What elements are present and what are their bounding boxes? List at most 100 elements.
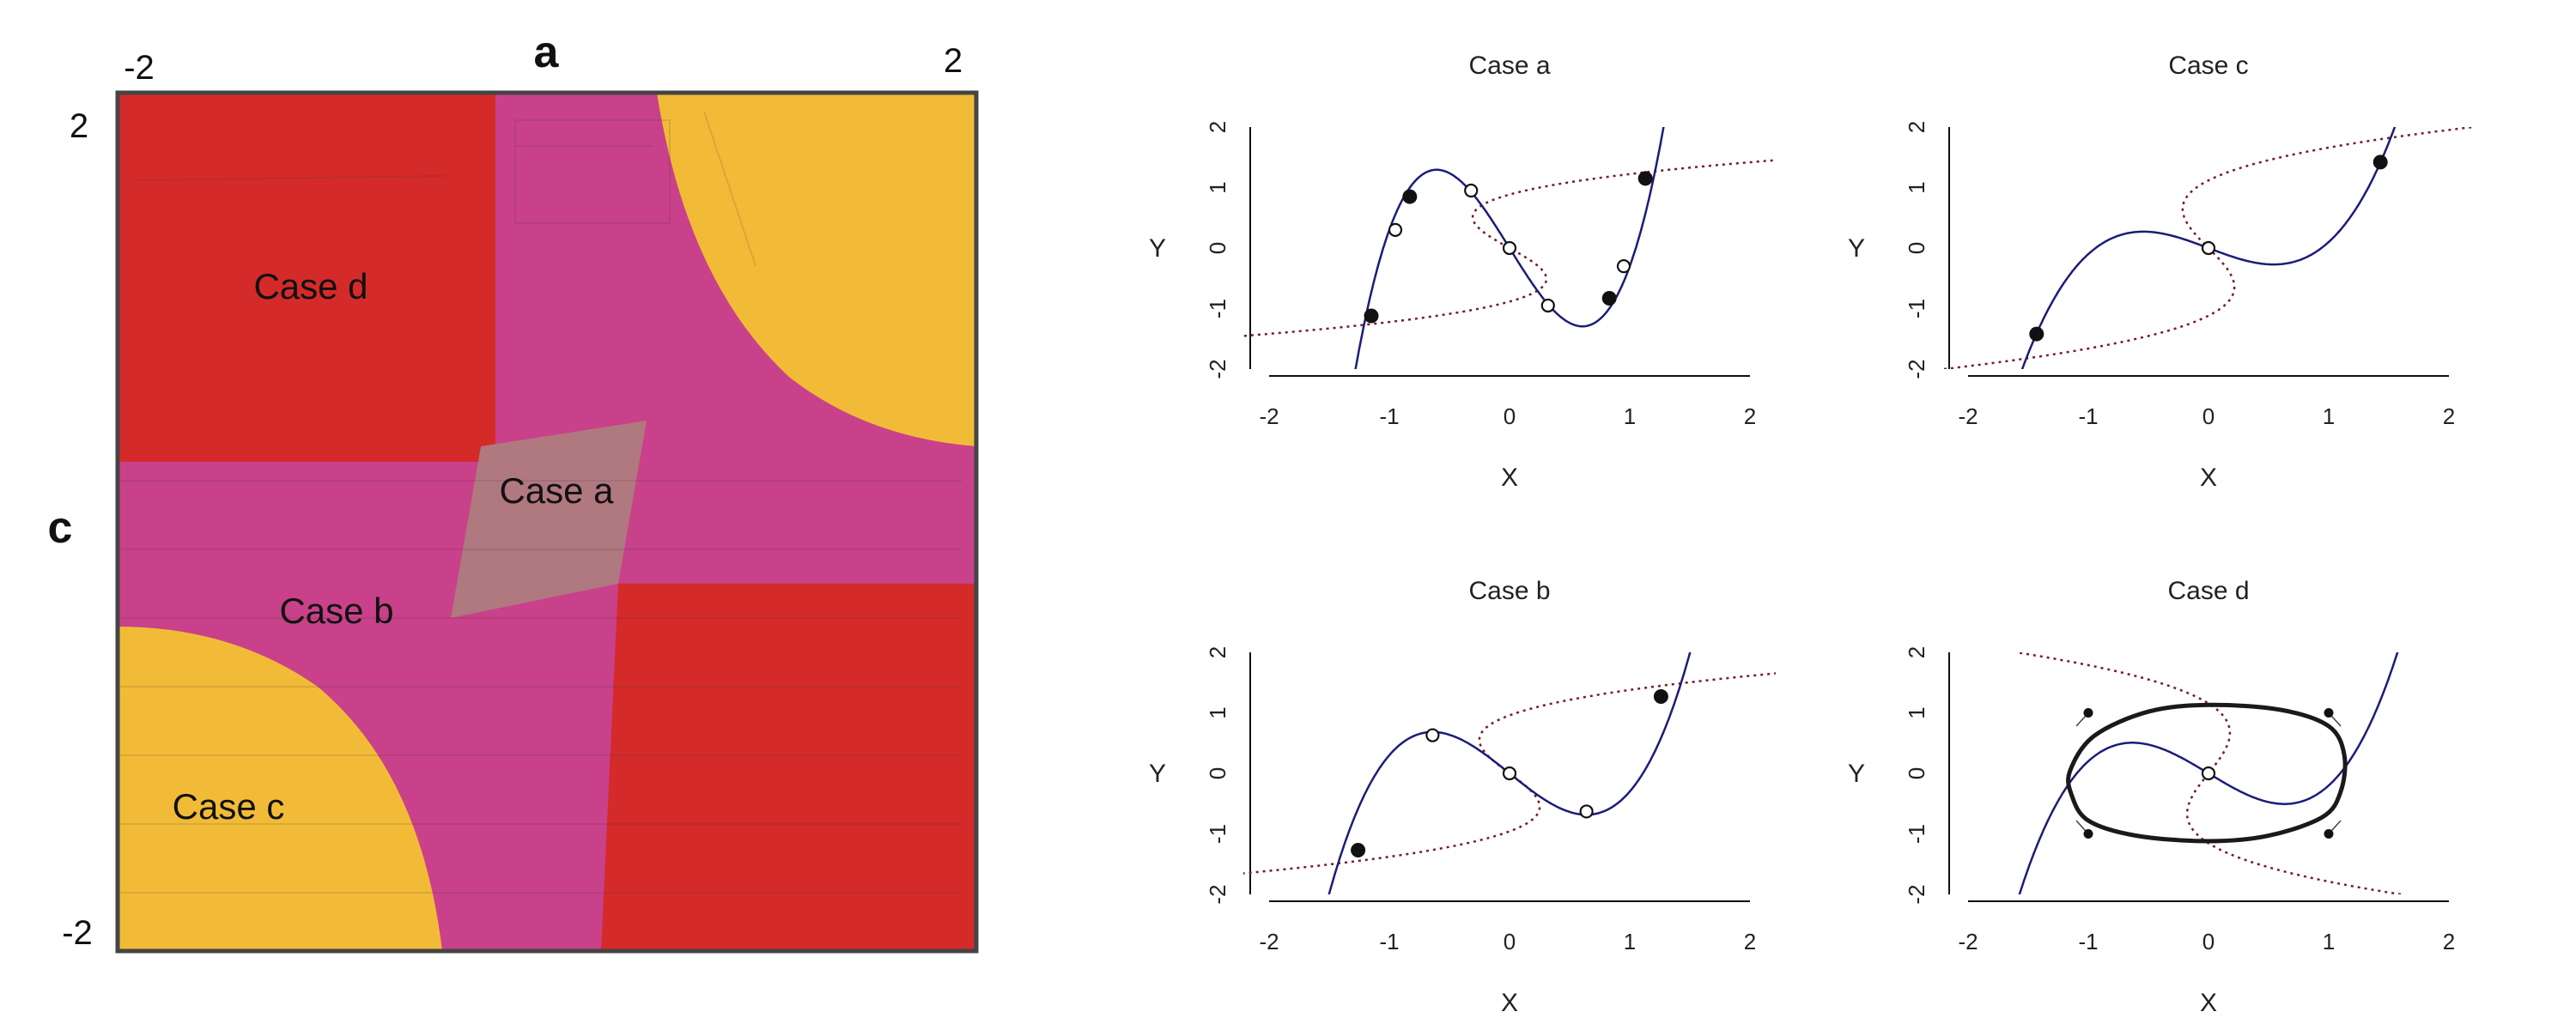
unstable-equilibrium-point bbox=[1502, 240, 1517, 256]
label-case-c: Case c bbox=[173, 786, 285, 827]
y-tick-label: -2 bbox=[1205, 884, 1230, 904]
unstable-equilibrium-point bbox=[1579, 804, 1594, 819]
plot-area bbox=[1243, 127, 1776, 369]
chart-case-b: Case b -2 -1 0 1 2 -2 -1 0 1 2 X Y bbox=[1149, 577, 1776, 1017]
x-tick-label: -1 bbox=[2078, 403, 2098, 429]
chart-case-a: Case a -2 -1 0 1 2 -2 -1 0 1 2 X Y bbox=[1149, 52, 1776, 492]
plot-area bbox=[1243, 652, 1776, 894]
unstable-equilibrium-point bbox=[1388, 222, 1403, 237]
x-tick-label: 2 bbox=[2443, 403, 2455, 429]
map-x-tick-left: -2 bbox=[124, 49, 155, 87]
y-tick-label: -2 bbox=[1904, 884, 1929, 904]
unstable-equilibrium-point bbox=[2201, 766, 2216, 781]
map-y-tick-top: 2 bbox=[70, 107, 88, 145]
x-tick-label: -2 bbox=[1958, 403, 1978, 429]
y-tick-label: 1 bbox=[1205, 181, 1230, 193]
dotted-nullcline bbox=[2015, 652, 2402, 894]
y-tick-label: 2 bbox=[1904, 646, 1929, 658]
chart-title: Case b bbox=[1468, 577, 1550, 605]
solid-nullcline bbox=[1327, 652, 1692, 894]
stable-equilibrium-point bbox=[1364, 308, 1379, 324]
unstable-equilibrium-point bbox=[1464, 183, 1479, 198]
y-tick-label: 1 bbox=[1904, 706, 1929, 718]
y-tick-label: 0 bbox=[1904, 767, 1929, 779]
x-tick-label: 0 bbox=[2202, 403, 2215, 429]
x-tick-label: -1 bbox=[1379, 403, 1399, 429]
stable-equilibrium-point bbox=[2029, 326, 2044, 342]
x-tick-label: -1 bbox=[2078, 929, 2098, 954]
y-tick-label: -1 bbox=[1205, 824, 1230, 844]
stable-equilibrium-point bbox=[1351, 843, 1366, 858]
y-axis-label: Y bbox=[1149, 760, 1166, 788]
region-case-d-top-left bbox=[118, 93, 495, 462]
label-case-a: Case a bbox=[499, 470, 614, 511]
plot-area bbox=[1943, 127, 2474, 369]
region-map: a c -2 2 2 -2 Case d Case a Case b Case … bbox=[48, 27, 979, 954]
map-y-tick-bottom: -2 bbox=[62, 914, 93, 952]
x-axis-label: X bbox=[1501, 989, 1518, 1017]
x-tick-label: 0 bbox=[1504, 929, 1516, 954]
limit-cycle bbox=[2066, 702, 2348, 844]
plot-area bbox=[2015, 652, 2402, 894]
region-case-a bbox=[451, 421, 647, 618]
map-x-tick-right: 2 bbox=[944, 42, 963, 80]
stable-equilibrium-point bbox=[1653, 688, 1668, 704]
x-tick-label: 2 bbox=[1744, 403, 1756, 429]
unstable-equilibrium-point bbox=[2201, 240, 2216, 256]
trajectory-start-point bbox=[2324, 708, 2334, 718]
x-tick-label: 0 bbox=[1504, 403, 1516, 429]
y-tick-label: 1 bbox=[1205, 706, 1230, 718]
x-tick-label: 1 bbox=[2323, 403, 2335, 429]
x-tick-label: -1 bbox=[1379, 929, 1399, 954]
region-map-fill bbox=[118, 93, 976, 951]
trajectory-start-point bbox=[2083, 829, 2093, 839]
y-tick-label: 2 bbox=[1205, 646, 1230, 658]
y-tick-label: 0 bbox=[1205, 767, 1230, 779]
stable-equilibrium-point bbox=[1637, 171, 1653, 186]
background-print-texture bbox=[120, 111, 962, 894]
region-case-d-bottom-right bbox=[601, 584, 976, 951]
y-tick-label: 1 bbox=[1904, 181, 1929, 193]
dotted-nullcline bbox=[1243, 159, 1776, 337]
x-tick-label: 0 bbox=[2202, 929, 2215, 954]
unstable-equilibrium-point bbox=[1616, 259, 1631, 274]
x-axis-label: X bbox=[1501, 464, 1518, 492]
x-axis-label: X bbox=[2200, 464, 2217, 492]
x-tick-label: 1 bbox=[2323, 929, 2335, 954]
chart-case-c: Case c -2 -1 0 1 2 -2 -1 0 1 2 X Y bbox=[1848, 52, 2474, 492]
chart-title: Case c bbox=[2168, 52, 2248, 80]
unstable-equilibrium-point bbox=[1502, 766, 1517, 781]
unstable-equilibrium-point bbox=[1425, 728, 1440, 742]
y-tick-label: 0 bbox=[1904, 242, 1929, 254]
solid-nullcline bbox=[1354, 127, 1665, 369]
trajectory-start-point bbox=[2083, 708, 2093, 718]
stable-equilibrium-point bbox=[2372, 154, 2388, 170]
trajectory-start-point bbox=[2324, 829, 2334, 839]
chart-title: Case a bbox=[1468, 52, 1550, 80]
region-case-c-bottom-left bbox=[118, 627, 442, 951]
x-tick-label: 2 bbox=[1744, 929, 1756, 954]
x-tick-label: 2 bbox=[2443, 929, 2455, 954]
stable-equilibrium-point bbox=[1601, 291, 1617, 306]
label-case-b: Case b bbox=[279, 591, 393, 631]
x-tick-label: 1 bbox=[1624, 929, 1636, 954]
y-axis-label: Y bbox=[1848, 234, 1865, 263]
stable-equilibrium-point bbox=[1402, 189, 1418, 204]
y-tick-label: -1 bbox=[1904, 299, 1929, 318]
region-map-frame bbox=[115, 90, 979, 954]
chart-case-d: Case d -2 -1 0 1 2 -2 -1 0 1 2 X Y bbox=[1848, 577, 2455, 1017]
y-tick-label: -1 bbox=[1205, 299, 1230, 318]
map-side-label: c bbox=[48, 503, 73, 553]
y-tick-label: 2 bbox=[1205, 121, 1230, 133]
label-case-d: Case d bbox=[253, 266, 368, 306]
y-tick-label: -1 bbox=[1904, 824, 1929, 844]
y-tick-label: -2 bbox=[1205, 359, 1230, 379]
phase-plane-charts: Case a -2 -1 0 1 2 -2 -1 0 1 2 X Y Case c -2 -1 0 1 2 -2 -1 0… bbox=[1149, 52, 2474, 1017]
unstable-equilibrium-point bbox=[1540, 298, 1555, 313]
x-tick-label: -2 bbox=[1259, 403, 1279, 429]
x-tick-label: 1 bbox=[1624, 403, 1636, 429]
y-axis-label: Y bbox=[1149, 234, 1166, 263]
region-case-c-top-right bbox=[657, 93, 976, 446]
y-axis-label: Y bbox=[1848, 760, 1865, 788]
